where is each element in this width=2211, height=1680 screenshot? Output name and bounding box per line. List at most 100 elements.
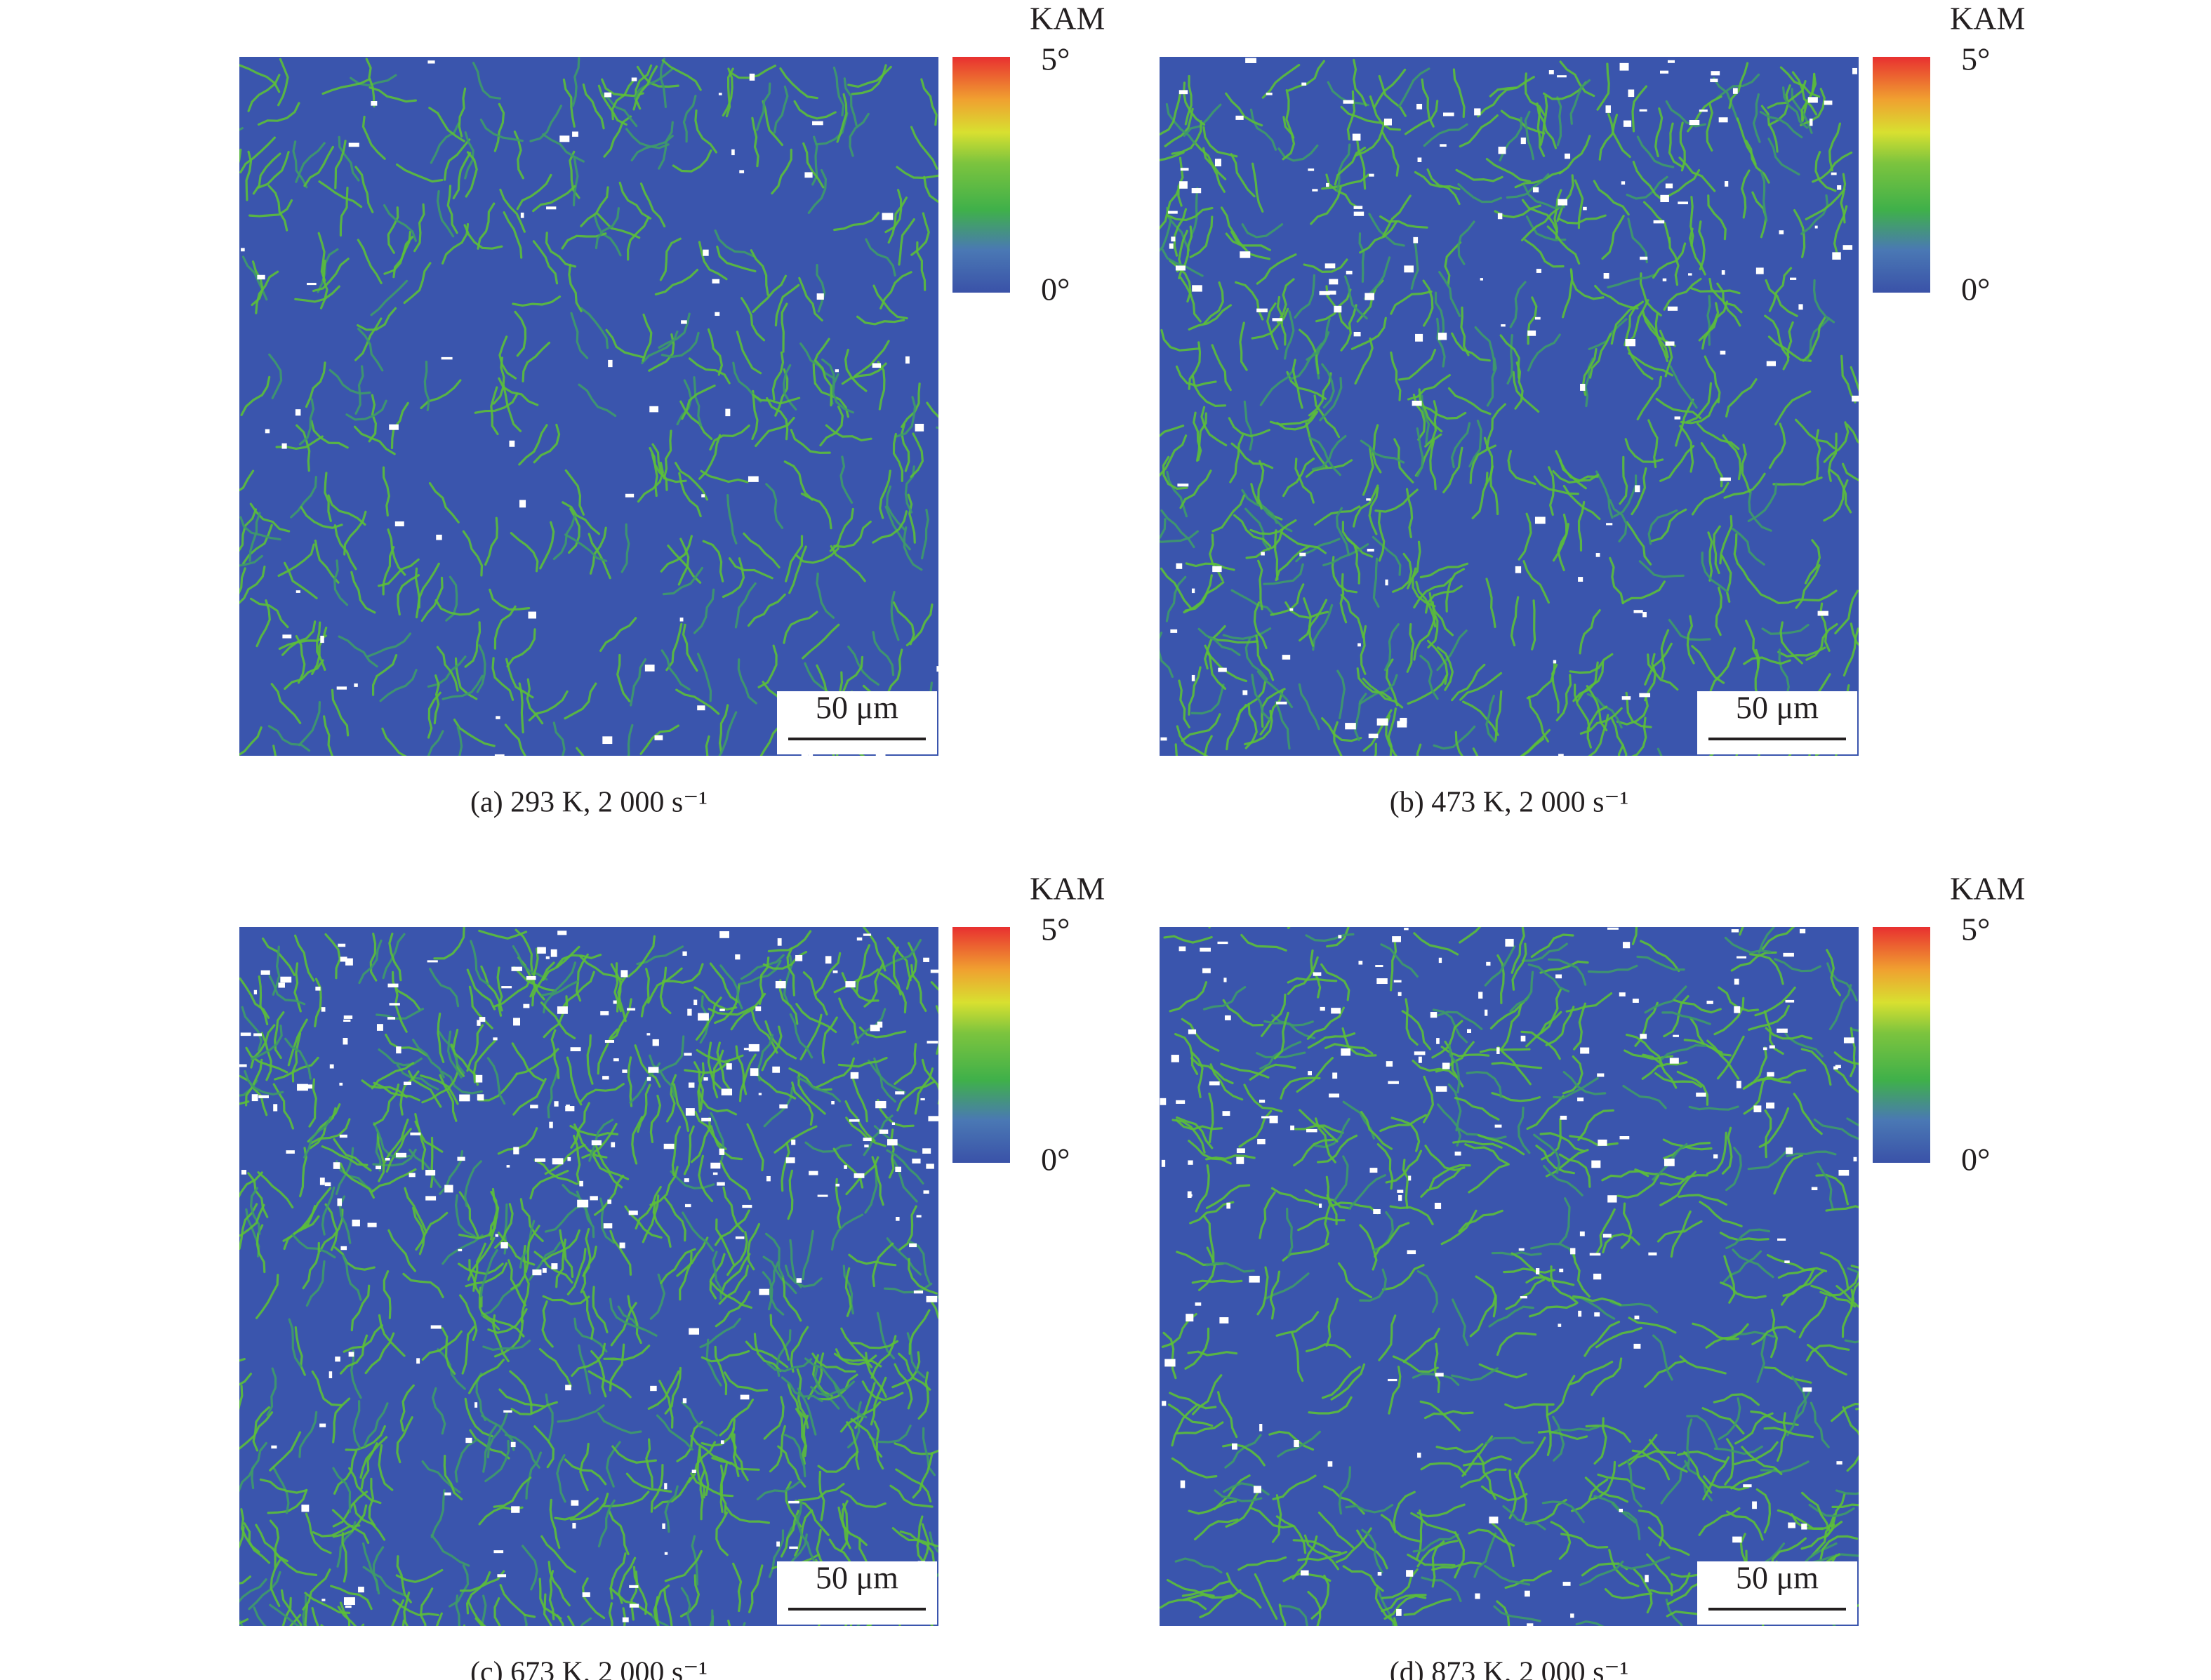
unindexed-point bbox=[321, 1599, 326, 1601]
grain-boundary bbox=[357, 239, 383, 284]
grain-boundary bbox=[1631, 1449, 1671, 1481]
grain-boundary bbox=[291, 1032, 302, 1083]
unindexed-point bbox=[1602, 1234, 1612, 1238]
grain-boundary bbox=[590, 1149, 623, 1189]
grain-boundary bbox=[1334, 147, 1367, 186]
unindexed-point bbox=[681, 320, 687, 324]
grain-boundary bbox=[1541, 1118, 1562, 1161]
unindexed-point bbox=[1801, 1524, 1807, 1530]
grain-boundary bbox=[1808, 1503, 1855, 1518]
grain-boundary bbox=[1652, 242, 1687, 279]
grain-boundary bbox=[1294, 274, 1315, 319]
unindexed-point bbox=[1249, 1275, 1260, 1283]
grain-boundary bbox=[1698, 1507, 1741, 1536]
unindexed-point bbox=[367, 1222, 377, 1227]
grain-boundary bbox=[1540, 988, 1562, 1034]
grain-boundary bbox=[288, 1613, 302, 1626]
unindexed-point bbox=[579, 1180, 583, 1187]
panel-caption: (a) 293 K, 2 000 s⁻¹ bbox=[470, 787, 708, 819]
grain-boundary bbox=[1313, 505, 1361, 526]
grain-boundary bbox=[1593, 180, 1630, 216]
unindexed-point bbox=[1660, 194, 1669, 203]
unindexed-point bbox=[743, 1048, 754, 1051]
unindexed-point bbox=[627, 1008, 636, 1011]
grain-boundary bbox=[379, 669, 418, 702]
grain-boundary bbox=[1321, 717, 1362, 742]
unindexed-point bbox=[1175, 265, 1186, 271]
unindexed-point bbox=[835, 1183, 840, 1187]
grain-boundary bbox=[682, 95, 697, 143]
grain-boundary bbox=[1454, 1531, 1466, 1579]
grain-boundary bbox=[663, 429, 672, 480]
grain-boundary bbox=[368, 1477, 376, 1527]
grain-boundary bbox=[541, 961, 577, 996]
grain-boundary bbox=[676, 1420, 703, 1462]
grain-boundary bbox=[294, 934, 315, 982]
unindexed-point bbox=[572, 131, 578, 137]
grain-boundary bbox=[597, 1499, 616, 1548]
unindexed-point bbox=[701, 494, 705, 498]
grain-boundary bbox=[1160, 530, 1199, 543]
grain-boundary bbox=[835, 1178, 842, 1229]
grain-boundary bbox=[1761, 624, 1810, 635]
grain-boundary bbox=[1434, 291, 1445, 341]
unindexed-point bbox=[1236, 1156, 1244, 1164]
grain-boundary bbox=[595, 1145, 630, 1180]
grain-boundary bbox=[1325, 173, 1360, 210]
grain-boundary bbox=[363, 1402, 389, 1448]
grain-boundary bbox=[1271, 1013, 1316, 1039]
unindexed-point bbox=[1256, 308, 1268, 313]
grain-boundary bbox=[1548, 466, 1555, 516]
unindexed-point bbox=[1633, 1343, 1641, 1349]
grain-boundary bbox=[609, 1298, 645, 1331]
grain-boundary bbox=[630, 1571, 639, 1621]
grain-boundary bbox=[804, 1141, 852, 1153]
grain-boundary bbox=[788, 545, 807, 594]
grain-boundary bbox=[1536, 107, 1546, 157]
grain-boundary bbox=[1372, 424, 1382, 474]
grain-boundary bbox=[654, 269, 699, 295]
grain-boundary bbox=[394, 984, 408, 1033]
unindexed-point bbox=[459, 1094, 470, 1102]
grain-boundary bbox=[1387, 707, 1397, 756]
grain-boundary bbox=[305, 1512, 332, 1554]
unindexed-point bbox=[403, 1081, 411, 1086]
grain-boundary bbox=[339, 1162, 375, 1199]
grain-boundary bbox=[248, 199, 293, 218]
grain-boundary bbox=[1689, 287, 1741, 295]
grain-boundary bbox=[580, 186, 609, 227]
grain-boundary bbox=[1675, 399, 1694, 447]
grain-boundary bbox=[771, 148, 792, 195]
grain-boundary bbox=[1686, 1418, 1693, 1469]
unindexed-point bbox=[1404, 265, 1414, 273]
grain-boundary bbox=[1251, 307, 1289, 340]
grain-boundary bbox=[1795, 418, 1835, 450]
grain-boundary bbox=[1424, 400, 1438, 448]
grain-boundary bbox=[1458, 1209, 1503, 1233]
grain-boundary bbox=[1765, 1027, 1813, 1040]
grain-boundary bbox=[1360, 625, 1367, 675]
grain-boundary bbox=[1416, 1503, 1466, 1518]
grain-boundary bbox=[1632, 161, 1664, 202]
unindexed-point bbox=[319, 1423, 326, 1427]
grain-boundary bbox=[1261, 688, 1286, 728]
grain-boundary bbox=[840, 1490, 887, 1508]
unindexed-point bbox=[1628, 89, 1635, 98]
grain-boundary bbox=[1253, 601, 1268, 650]
unindexed-point bbox=[495, 1234, 499, 1237]
grain-boundary bbox=[474, 392, 519, 414]
grain-boundary bbox=[1704, 355, 1721, 404]
grain-boundary bbox=[1774, 958, 1821, 973]
grain-boundary bbox=[1530, 1242, 1575, 1258]
grain-boundary bbox=[414, 1120, 427, 1171]
grain-boundary bbox=[281, 1596, 292, 1626]
grain-boundary bbox=[371, 1062, 415, 1090]
grain-boundary bbox=[339, 1334, 368, 1375]
grain-boundary bbox=[1306, 1006, 1345, 1040]
grain-boundary bbox=[486, 1057, 506, 1105]
grain-boundary bbox=[597, 213, 641, 239]
grain-boundary bbox=[298, 1411, 318, 1458]
grain-boundary bbox=[1571, 1479, 1609, 1512]
unindexed-point bbox=[872, 363, 882, 368]
grain-boundary bbox=[695, 996, 722, 1041]
